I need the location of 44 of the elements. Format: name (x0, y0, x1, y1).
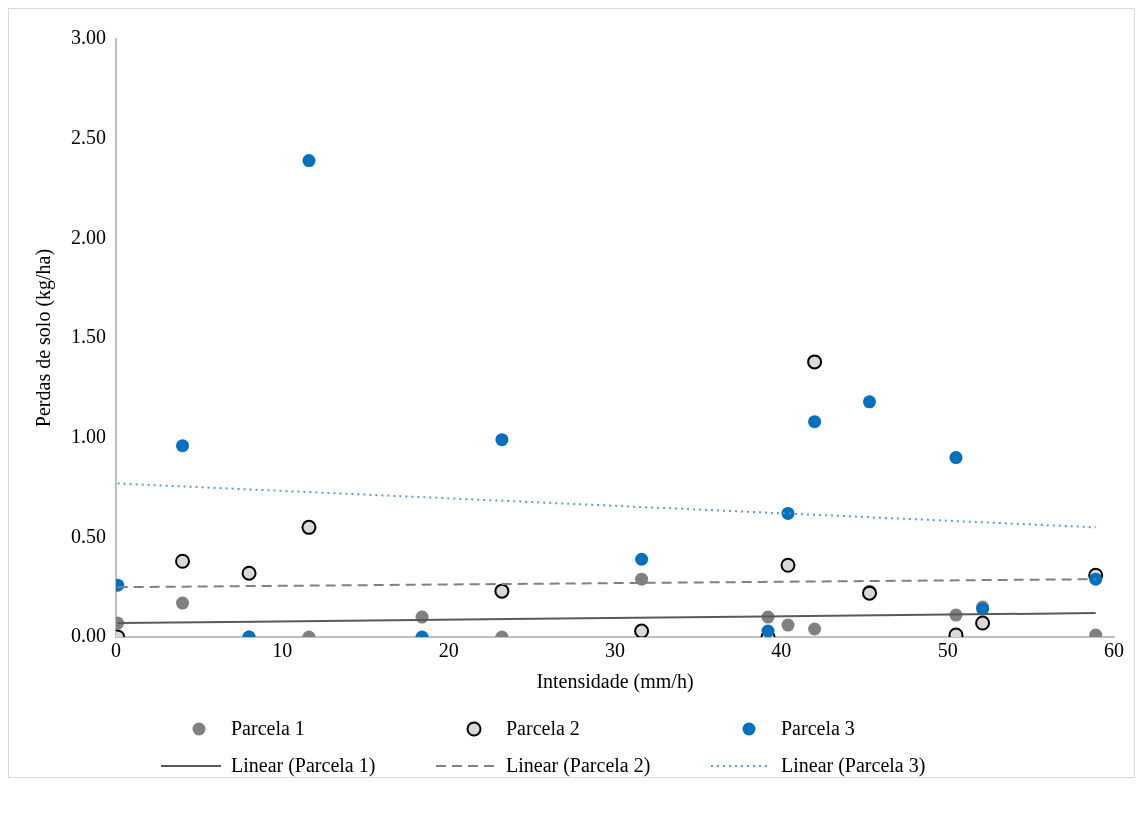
point (1089, 572, 1103, 586)
x-tick-label: 30 (605, 639, 625, 662)
point (301, 519, 317, 535)
point (635, 572, 649, 586)
point (302, 154, 316, 168)
point (975, 615, 991, 631)
x-tick-label: 50 (937, 639, 958, 662)
legend-label: Parcela 2 (506, 717, 580, 740)
point (761, 624, 775, 637)
x-tick-label: 20 (438, 639, 459, 662)
y-tick-label: 0.00 (71, 624, 106, 647)
y-tick-label: 3.00 (71, 26, 106, 49)
x-axis-title: Intensidade (mm/h) (536, 670, 694, 694)
point (634, 623, 650, 637)
y-axis-title: Perdas de solo (kg/ha) (32, 248, 56, 428)
x-tick-label: 0 (111, 639, 121, 662)
point (780, 557, 796, 573)
point (635, 552, 649, 566)
x-tick-label: 10 (272, 639, 293, 662)
legend-label: Parcela 1 (231, 717, 305, 740)
point (176, 596, 190, 610)
legend-label: Parcela 3 (781, 717, 855, 740)
y-tick-label: 2.50 (71, 125, 106, 148)
x-tick-label: 60 (1104, 639, 1124, 662)
y-tick-label: 2.00 (71, 225, 106, 248)
point (494, 583, 510, 599)
point (808, 622, 822, 636)
point (241, 565, 257, 581)
x-tick-label: 40 (771, 639, 792, 662)
y-tick-label: 1.00 (71, 424, 106, 447)
point (495, 433, 509, 447)
legend-label: Linear (Parcela 1) (231, 754, 376, 777)
legend-label: Linear (Parcela 2) (506, 754, 651, 777)
point (808, 415, 822, 429)
legend-label: Linear (Parcela 3) (781, 754, 926, 777)
y-tick-label: 1.50 (71, 325, 106, 348)
point (807, 354, 823, 370)
point (949, 451, 963, 465)
point (176, 439, 190, 453)
point (862, 395, 876, 409)
y-tick-label: 0.50 (71, 524, 106, 547)
point (781, 506, 795, 520)
point (781, 618, 795, 632)
point (175, 553, 191, 569)
